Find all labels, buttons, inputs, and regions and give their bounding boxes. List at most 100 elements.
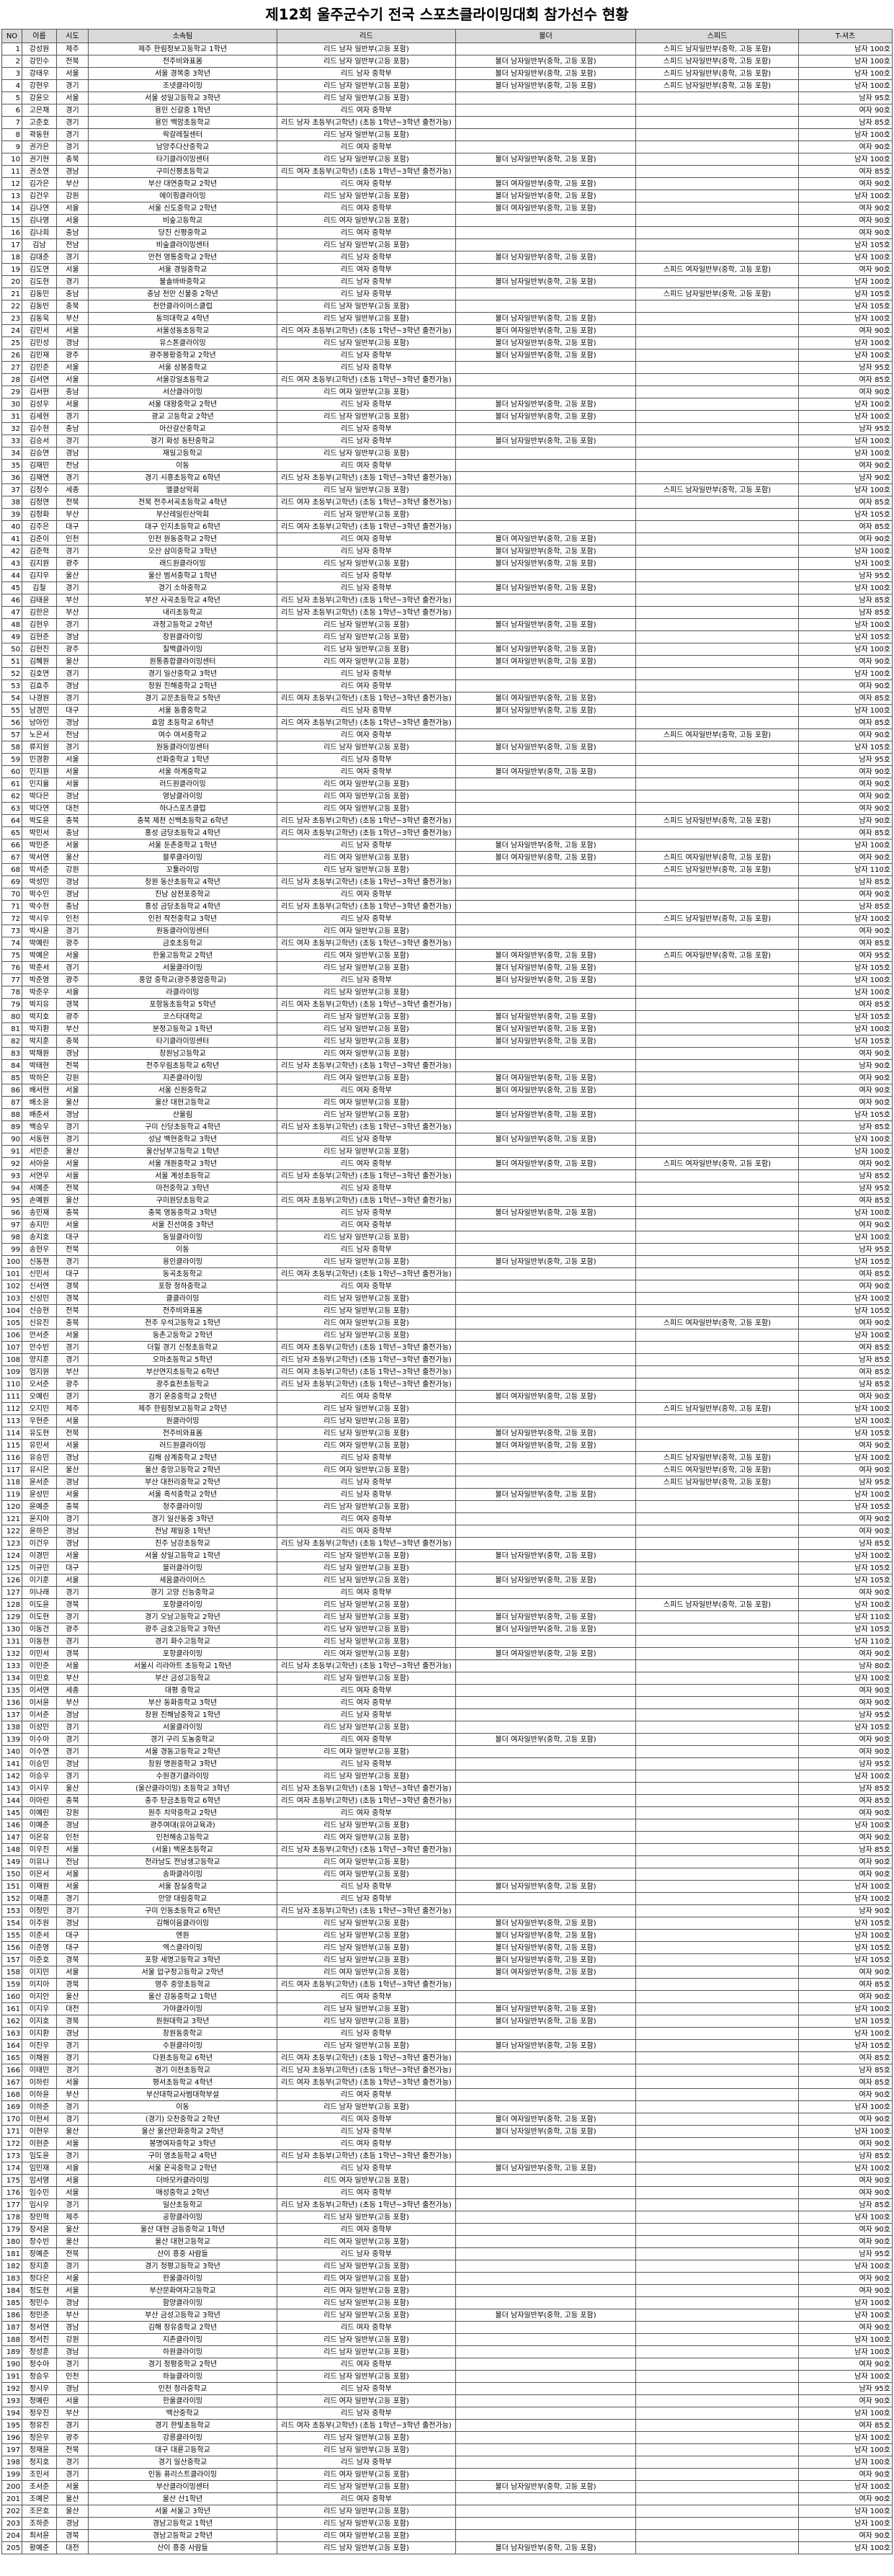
table-cell: 203: [1, 2517, 22, 2530]
column-header: 리드: [277, 29, 456, 43]
table-cell: 여자 90호: [798, 2394, 893, 2407]
table-cell: [635, 753, 799, 766]
table-cell: 유승민: [22, 1451, 57, 1464]
table-row: 64 박도윤 충북 충북 제천 신백초등학교 6학년 리드 남자 초등부(고학년) (초…: [1, 814, 893, 827]
table-cell: 용인 백암초등학교: [88, 116, 277, 129]
table-cell: 서울성동초등학교: [88, 324, 277, 337]
table-row: 99 송현우 전북 이동 리드 남자 중학부 남자 95호: [1, 1243, 893, 1256]
table-cell: 리드 여자 초등부(고학년) (초등 1학년~3학년 출전가능): [277, 165, 456, 178]
table-cell: 인천해송고등학교: [88, 1831, 277, 1844]
table-cell: 볼더 남자일반부(중학, 고등 포함): [455, 1929, 636, 1942]
table-cell: [635, 1414, 799, 1427]
table-row: 157 이준호 경북 포항 세명고등학교 3학년 리드 남자 일반부(고등 포함) 볼더 …: [1, 1953, 893, 1966]
table-cell: 경기: [56, 1586, 89, 1599]
table-cell: 서산클라이밍: [88, 385, 277, 398]
table-cell: 볼더 남자일반부(중학, 고등 포함): [455, 1255, 636, 1268]
table-cell: 리드 여자 일반부(고등 포함): [277, 1966, 456, 1979]
table-cell: [635, 2345, 799, 2358]
table-cell: 울산: [56, 1145, 89, 1158]
table-cell: 강태우: [22, 67, 57, 80]
table-cell: 남자 95호: [798, 2382, 893, 2395]
table-cell: 충북: [56, 1794, 89, 1807]
table-cell: 87: [1, 1096, 22, 1109]
table-cell: [455, 1402, 636, 1415]
table-cell: 김승연: [22, 447, 57, 460]
table-cell: 서울: [56, 949, 89, 962]
table-cell: 김주은: [22, 520, 57, 533]
table-cell: 156: [1, 1941, 22, 1954]
table-cell: 박도윤: [22, 814, 57, 827]
table-cell: [455, 1904, 636, 1917]
table-row: 98 송지호 대구 동일클라이밍 리드 남자 일반부(고등 포함) 남자 100호: [1, 1231, 893, 1244]
table-cell: [455, 361, 636, 374]
table-cell: 충남: [56, 422, 89, 435]
table-cell: [635, 337, 799, 349]
table-cell: 서울: [56, 1488, 89, 1501]
table-cell: 180: [1, 2235, 22, 2248]
table-cell: 리드 남자 초등부(고학년) (초등 1학년~3학년 출전가능): [277, 1904, 456, 1917]
table-cell: 8: [1, 128, 22, 141]
table-cell: 147: [1, 1831, 22, 1844]
table-cell: 경기: [56, 1770, 89, 1783]
table-cell: 리드 여자 일반부(고등 포함): [277, 2529, 456, 2542]
table-cell: 볼더 여자일반부(중학, 고등 포함): [455, 1647, 636, 1660]
table-cell: 스피드 여자일반부(중학, 고등 포함): [635, 851, 799, 864]
table-cell: 볼더 남자일반부(중학, 고등 포함): [455, 79, 636, 92]
table-cell: [635, 1010, 799, 1023]
table-row: 131 이동현 경기 경기 화수고등학교 리드 남자 일반부(고등 포함) 남자 110호: [1, 1635, 893, 1648]
table-cell: 여자 90호: [798, 888, 893, 901]
table-cell: [635, 422, 799, 435]
table-cell: 93: [1, 1169, 22, 1182]
table-cell: [455, 888, 636, 901]
table-cell: 리드 여자 일반부(고등 포함): [277, 1745, 456, 1758]
table-cell: 윤서준: [22, 1476, 57, 1489]
table-cell: 15: [1, 214, 22, 227]
table-cell: 여자 90호: [798, 1218, 893, 1231]
table-cell: [455, 2492, 636, 2505]
table-cell: 서울클라이밍: [88, 1721, 277, 1734]
table-cell: 120: [1, 1500, 22, 1513]
table-cell: 리드 여자 초등부(고학년) (초등 1학년~3학년 출전가능): [277, 692, 456, 705]
table-cell: 광주: [56, 557, 89, 570]
table-cell: 여자 90호: [798, 141, 893, 153]
table-cell: [635, 679, 799, 692]
table-row: 193 정예린 서울 한울클라이밍 리드 여자 일반부(고등 포함) 여자 90호: [1, 2394, 893, 2407]
table-cell: 김혜원: [22, 655, 57, 668]
table-cell: 남자 95호: [798, 569, 893, 582]
table-cell: 리드 남자 일반부(고등 포함): [277, 1819, 456, 1832]
table-cell: 경기: [56, 2260, 89, 2273]
table-cell: [455, 1696, 636, 1709]
table-row: 53 김효주 경남 창원 진해중학교 2학년 리드 여자 중학부 여자 90호: [1, 679, 893, 692]
table-cell: 충북: [56, 1316, 89, 1329]
table-cell: 경기: [56, 2113, 89, 2126]
table-cell: 남자 105호: [798, 239, 893, 251]
table-row: 86 배서현 서울 서울 신원중학교 리드 여자 중학부 볼더 여자일반부(중학, 고등 …: [1, 1084, 893, 1097]
table-cell: 리드 여자 일반부(고등 포함): [277, 1868, 456, 1881]
table-cell: 리드 남자 일반부(고등 포함): [277, 447, 456, 460]
table-cell: 볼더 여자일반부(중학, 고등 포함): [455, 949, 636, 962]
table-cell: 서울 서울고 3학년: [88, 2505, 277, 2518]
table-cell: 서울: [56, 2272, 89, 2285]
table-cell: 산울림: [88, 1108, 277, 1121]
table-cell: 이현준: [22, 2137, 57, 2150]
table-row: 54 나경원 경기 경기 교문초등학교 5학년 리드 여자 초등부(고학년) (초등 1…: [1, 692, 893, 705]
table-cell: [635, 1868, 799, 1881]
table-cell: 리드 남자 일반부(고등 포함): [277, 79, 456, 92]
table-cell: 55: [1, 704, 22, 717]
table-cell: 리드 남자 일반부(고등 포함): [277, 1953, 456, 1966]
table-cell: 볼더 여자일반부(중학, 고등 포함): [455, 1966, 636, 1979]
table-cell: [635, 2505, 799, 2518]
table-row: 189 정성훈 경남 하원클라이밍 리드 남자 일반부(고등 포함) 남자 100호: [1, 2345, 893, 2358]
table-row: 152 이재훈 경기 안양 대림중학교 리드 남자 중학부 남자 100호: [1, 1892, 893, 1905]
table-cell: 경기: [56, 545, 89, 558]
table-cell: 여자 85호: [798, 496, 893, 509]
column-header: 이름: [22, 29, 57, 43]
table-row: 109 엄지원 부산 부산연지초등학교 6학년 리드 여자 초등부(고학년) (초등 1…: [1, 1365, 893, 1378]
table-cell: 리드 남자 중학부: [277, 288, 456, 300]
table-cell: [635, 2468, 799, 2481]
table-cell: [455, 1561, 636, 1574]
table-cell: 김도현: [22, 275, 57, 288]
table-cell: 박민준: [22, 839, 57, 852]
table-cell: 경기: [56, 1733, 89, 1746]
table-cell: 이서준: [22, 1708, 57, 1721]
